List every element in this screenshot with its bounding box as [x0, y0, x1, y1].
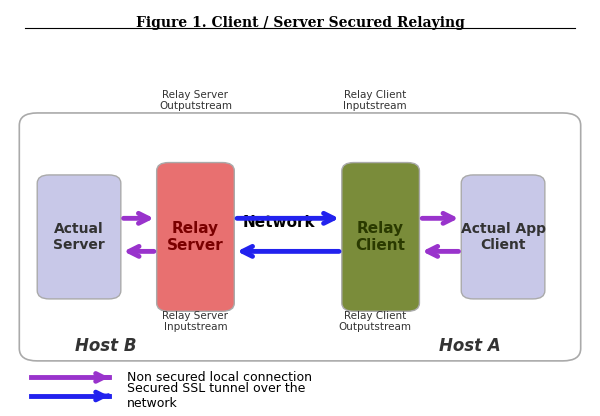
Text: Relay Server
Inputstream: Relay Server Inputstream	[163, 311, 229, 332]
Text: Relay
Client: Relay Client	[356, 221, 406, 253]
FancyBboxPatch shape	[157, 163, 235, 311]
FancyBboxPatch shape	[461, 175, 545, 299]
Text: Relay Client
Inputstream: Relay Client Inputstream	[343, 90, 406, 111]
Text: Relay Client
Outputstream: Relay Client Outputstream	[338, 311, 411, 332]
Text: Host B: Host B	[75, 337, 137, 355]
Text: Relay Server
Outputstream: Relay Server Outputstream	[159, 90, 232, 111]
Text: Actual App
Client: Actual App Client	[461, 222, 545, 252]
Text: Actual
Server: Actual Server	[53, 222, 105, 252]
Text: Relay
Server: Relay Server	[167, 221, 224, 253]
Text: Host A: Host A	[439, 337, 501, 355]
FancyBboxPatch shape	[19, 113, 581, 361]
Text: Network: Network	[243, 215, 316, 230]
Text: Non secured local connection: Non secured local connection	[127, 371, 312, 384]
FancyBboxPatch shape	[37, 175, 121, 299]
FancyBboxPatch shape	[342, 163, 419, 311]
Text: Secured SSL tunnel over the
network: Secured SSL tunnel over the network	[127, 382, 305, 410]
Text: Figure 1. Client / Server Secured Relaying: Figure 1. Client / Server Secured Relayi…	[136, 16, 464, 30]
